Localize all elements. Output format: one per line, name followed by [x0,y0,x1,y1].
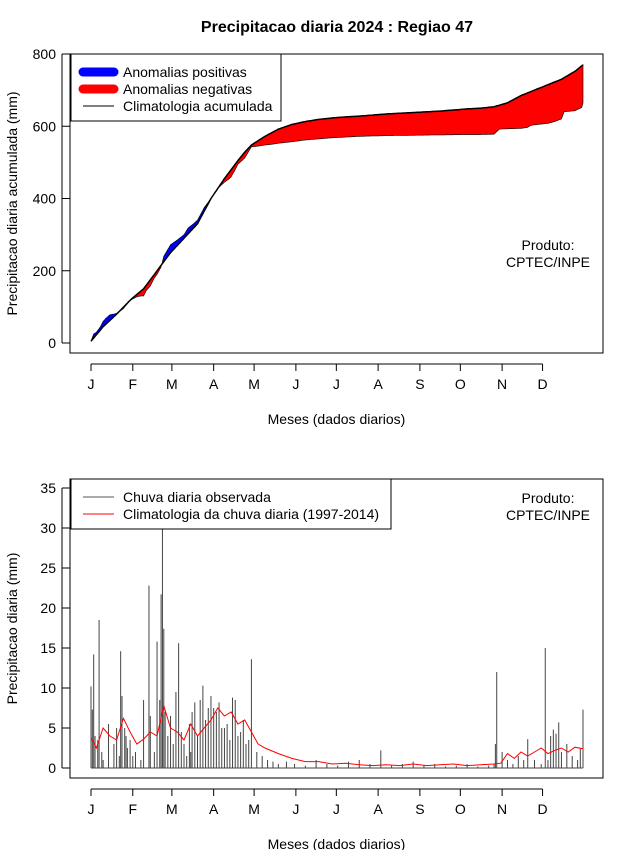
y-tick-label: 800 [33,46,57,62]
product-note: Produto: [522,490,575,506]
x-axis-label: Meses (dados diarios) [268,411,406,427]
x-tick-label: O [455,801,466,817]
x-tick-label: N [497,801,507,817]
legend-label: Climatologia acumulada [123,98,273,114]
x-tick-label: J [292,376,299,392]
x-tick-label: J [88,801,95,817]
x-tick-label: O [455,376,466,392]
x-tick-label: F [129,376,138,392]
x-axis-label: Meses (dados diarios) [268,836,406,850]
y-tick-label: 25 [40,560,56,576]
y-tick-label: 0 [48,760,56,776]
y-tick-label: 400 [33,191,57,207]
product-note: CPTEC/INPE [506,254,590,270]
y-tick-label: 35 [40,480,56,496]
y-tick-label: 20 [40,600,56,616]
climatology-accumulated-line [90,64,584,342]
x-tick-label: M [248,376,260,392]
y-axis-label: Precipitacao diaria acumulada (mm) [4,91,20,315]
y-axis-label: Precipitacao diaria (mm) [4,553,20,705]
x-tick-label: M [166,376,178,392]
x-tick-label: J [88,376,95,392]
legend-label: Climatologia da chuva diaria (1997-2014) [123,506,379,522]
x-tick-label: D [537,376,547,392]
y-tick-label: 200 [33,263,57,279]
legend-label: Chuva diaria observada [123,489,271,505]
y-tick-label: 600 [33,118,57,134]
x-tick-label: M [248,801,260,817]
x-tick-label: S [415,801,424,817]
x-tick-label: F [129,801,138,817]
figure-title: Precipitacao diaria 2024 : Regiao 47 [201,19,473,36]
y-tick-label: 0 [48,335,56,351]
accumulated-precipitation-chart: 0 200 400 600 800 J F M A M J J A S O N D Meses (dados di… [4,46,604,427]
product-note: CPTEC/INPE [506,507,590,523]
y-tick-label: 5 [48,720,56,736]
y-tick-label: 10 [40,680,56,696]
legend-label: Anomalias positivas [123,64,247,80]
x-tick-label: N [497,376,507,392]
legend-label: Anomalias negativas [123,81,252,97]
y-tick-label: 15 [40,640,56,656]
x-tick-label: J [333,801,340,817]
x-tick-label: A [209,801,219,817]
product-note: Produto: [522,237,575,253]
x-tick-label: M [166,801,178,817]
x-tick-label: A [373,376,383,392]
x-tick-label: S [415,376,424,392]
daily-precipitation-chart: 0 5 10 15 20 25 30 35 J F M A M J J A S O N D Meses (dados d… [4,478,604,850]
x-tick-label: D [537,801,547,817]
y-tick-label: 30 [40,520,56,536]
x-tick-label: A [209,376,219,392]
x-tick-label: J [292,801,299,817]
climatology-daily-line [90,703,584,767]
x-tick-label: A [373,801,383,817]
x-tick-label: J [333,376,340,392]
legend-box [70,478,392,530]
plot-frame [69,53,604,354]
